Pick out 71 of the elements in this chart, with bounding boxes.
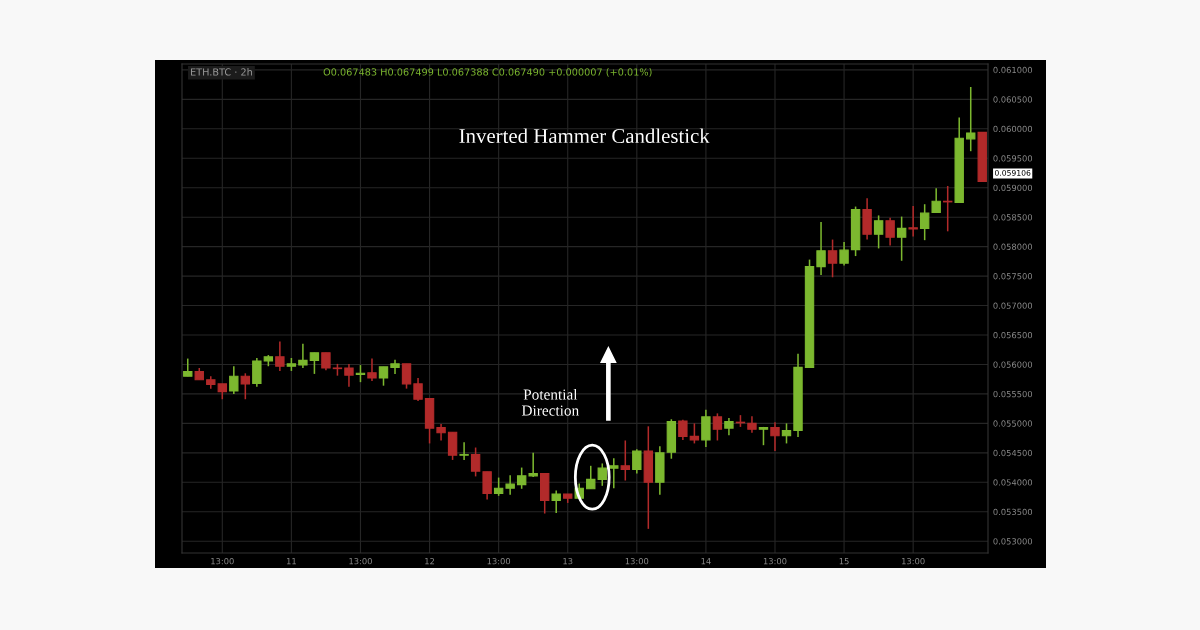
candlestick bbox=[470, 446, 481, 478]
y-tick-label: 0.061000 bbox=[993, 66, 1033, 74]
text: Inverted Hammer Candlestick bbox=[459, 128, 710, 144]
candlestick bbox=[378, 366, 389, 387]
x-tick-label: 13:00 bbox=[211, 558, 234, 565]
candlestick bbox=[413, 377, 423, 402]
candlestick bbox=[712, 412, 723, 442]
candlestick bbox=[816, 221, 826, 276]
candlestick bbox=[344, 363, 354, 388]
candlestick bbox=[298, 343, 308, 369]
candlestick bbox=[229, 365, 239, 395]
x-tick-label: 15 bbox=[839, 558, 849, 565]
annotation: O0.067483 H0.067499 L0.067388 C0.067490 +0.000007 (+0.01%) bbox=[323, 68, 652, 77]
x-tick-label: 13 bbox=[563, 558, 573, 565]
candlestick bbox=[942, 185, 953, 233]
candlestick bbox=[620, 439, 631, 482]
candlestick bbox=[401, 363, 412, 390]
candlestick bbox=[609, 457, 619, 489]
candlestick bbox=[919, 203, 930, 241]
candlestick bbox=[240, 372, 251, 400]
candlestick bbox=[309, 351, 320, 375]
x-tick-label: 12 bbox=[425, 558, 435, 565]
y-tick-label: 0.055500 bbox=[993, 390, 1033, 398]
annotation: Potential Direction bbox=[521, 388, 579, 416]
y-tick-label: 0.058500 bbox=[993, 214, 1033, 221]
annotation: ETH.BTC · 2h bbox=[191, 68, 252, 76]
candlestick bbox=[367, 357, 377, 382]
candlestick bbox=[896, 215, 907, 262]
candlestick bbox=[551, 489, 561, 514]
y-tick-label: 0.053500 bbox=[993, 508, 1033, 516]
candlestick bbox=[873, 214, 884, 250]
candlestick bbox=[505, 474, 515, 496]
candlestick bbox=[885, 217, 895, 247]
y-tick-label: 0.054500 bbox=[993, 449, 1033, 457]
candlestick bbox=[447, 431, 458, 461]
candlestick bbox=[781, 422, 792, 445]
x-tick-label: 13:00 bbox=[487, 558, 511, 565]
y-tick-label: 0.056000 bbox=[993, 361, 1033, 368]
y-tick-label: 0.059000 bbox=[993, 184, 1033, 192]
y-tick-label: 0.055000 bbox=[993, 420, 1033, 427]
candlestick bbox=[482, 470, 492, 501]
y-tick-label: 0.057500 bbox=[993, 273, 1033, 280]
candlestick bbox=[493, 476, 504, 497]
y-tick-label: 0.060500 bbox=[993, 96, 1033, 103]
candlestick bbox=[908, 205, 918, 238]
x-tick-label: 13:00 bbox=[902, 558, 925, 565]
candlestick bbox=[632, 448, 642, 475]
candlestick bbox=[931, 187, 941, 214]
candlestick bbox=[275, 340, 285, 372]
y-tick-label: 0.060000 bbox=[993, 125, 1033, 133]
x-tick-label: 13:00 bbox=[349, 558, 372, 565]
y-tick-label: 0.058000 bbox=[993, 243, 1033, 250]
x-tick-label: 11 bbox=[287, 558, 296, 565]
candlestick bbox=[966, 86, 976, 152]
candlestick bbox=[839, 241, 849, 267]
candlestick bbox=[516, 466, 527, 490]
x-tick-label: 13:00 bbox=[763, 558, 787, 565]
candlestick bbox=[827, 238, 838, 279]
x-tick-label: 13:00 bbox=[625, 558, 649, 565]
candlestick bbox=[459, 441, 469, 461]
candlestick bbox=[528, 452, 538, 478]
x-tick-label: 14 bbox=[701, 558, 711, 565]
y-tick-label: 0.056500 bbox=[993, 331, 1033, 339]
y-tick-label: 0.059500 bbox=[993, 155, 1033, 162]
y-tick-label: 0.054000 bbox=[993, 479, 1033, 486]
candlestick bbox=[770, 421, 780, 452]
y-tick-label: 0.057000 bbox=[993, 302, 1033, 309]
candlestick bbox=[701, 409, 711, 448]
candlestick bbox=[252, 357, 262, 388]
candlestick bbox=[689, 422, 700, 445]
y-tick-label: 0.053000 bbox=[993, 538, 1033, 545]
